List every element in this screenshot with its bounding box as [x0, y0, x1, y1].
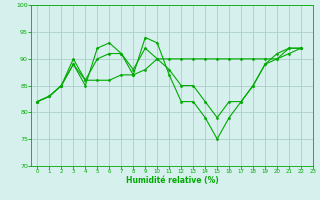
X-axis label: Humidité relative (%): Humidité relative (%): [126, 176, 219, 185]
